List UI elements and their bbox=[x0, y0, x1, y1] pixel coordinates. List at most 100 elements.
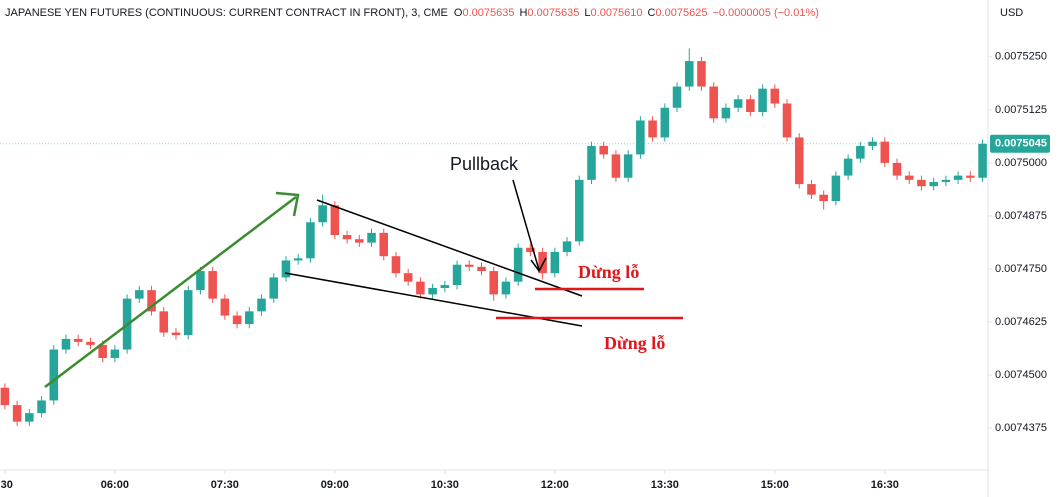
y-tick-label: 0.0074500 bbox=[995, 369, 1047, 381]
candle-body bbox=[770, 88, 780, 104]
candle-body bbox=[843, 158, 853, 176]
candle-body bbox=[733, 99, 743, 108]
candle-body bbox=[819, 194, 828, 202]
x-tick-label: :30 bbox=[0, 479, 13, 491]
candle-body bbox=[489, 271, 498, 295]
candle-body bbox=[269, 277, 279, 299]
candle-body bbox=[807, 184, 816, 195]
candle-body bbox=[721, 107, 731, 119]
candle-body bbox=[98, 344, 107, 359]
candle-body bbox=[513, 247, 523, 282]
pullback-arrow bbox=[512, 179, 540, 271]
candle-body bbox=[697, 61, 706, 87]
change: −0.0000005 (−0.01%) bbox=[712, 7, 818, 19]
candle-body bbox=[73, 338, 83, 342]
candle-body bbox=[526, 247, 535, 252]
candle-body bbox=[220, 298, 230, 316]
ohlc-value: 0.0075625 bbox=[655, 7, 707, 19]
candle-body bbox=[355, 239, 364, 243]
candle-body bbox=[12, 405, 22, 422]
candle-body bbox=[477, 266, 486, 272]
x-tick-label: 15:00 bbox=[761, 479, 789, 491]
candle-body bbox=[196, 271, 205, 291]
candle-body bbox=[794, 137, 804, 185]
candle-body bbox=[782, 103, 792, 138]
stop-loss-label: Dừng lỗ bbox=[578, 262, 639, 282]
y-unit: USD bbox=[1000, 7, 1023, 19]
last-price-label: 0.0075045 bbox=[995, 138, 1047, 150]
ohlc-label: O bbox=[454, 7, 463, 19]
candle-body bbox=[611, 154, 621, 178]
y-tick-label: 0.0074625 bbox=[995, 316, 1047, 328]
candle-body bbox=[660, 107, 670, 138]
candle-body bbox=[623, 154, 633, 178]
y-tick-label: 0.0075250 bbox=[995, 51, 1047, 63]
candle-body bbox=[330, 205, 340, 235]
candle-body bbox=[306, 222, 315, 259]
y-tick-label: 0.0075000 bbox=[995, 157, 1047, 169]
header: JAPANESE YEN FUTURES (CONTINUOUS: CURREN… bbox=[5, 7, 819, 19]
x-tick-label: 16:30 bbox=[871, 479, 899, 491]
ohlc-label: L bbox=[584, 7, 590, 19]
y-tick-label: 0.0074375 bbox=[995, 422, 1047, 434]
candle-body bbox=[281, 260, 291, 278]
candle-body bbox=[538, 251, 547, 274]
x-tick-label: 10:30 bbox=[431, 479, 459, 491]
x-tick-label: 09:00 bbox=[321, 479, 349, 491]
upper-channel-line bbox=[316, 199, 583, 297]
trend-arrow bbox=[44, 196, 297, 388]
candle-body bbox=[758, 88, 767, 112]
candle-body bbox=[440, 285, 450, 289]
candle-body bbox=[367, 232, 376, 243]
candle-body bbox=[61, 338, 71, 350]
candle-body bbox=[831, 175, 841, 202]
candle-body bbox=[856, 145, 865, 159]
candle-body bbox=[0, 387, 10, 406]
candle-body bbox=[391, 256, 401, 274]
candle-body bbox=[293, 258, 303, 261]
candle-body bbox=[599, 145, 608, 155]
candle-body bbox=[868, 141, 877, 146]
candle-body bbox=[587, 145, 596, 180]
candle-body bbox=[501, 281, 511, 295]
ohlc-value: 0.0075635 bbox=[462, 7, 514, 19]
candle-body bbox=[183, 290, 193, 336]
candle-body bbox=[416, 281, 425, 295]
candle-body bbox=[342, 235, 352, 240]
candle-body bbox=[562, 241, 572, 252]
candle-body bbox=[245, 311, 254, 325]
ohlc-label: H bbox=[519, 7, 527, 19]
candle-body bbox=[978, 143, 987, 178]
candle-body bbox=[37, 400, 46, 414]
plot bbox=[0, 48, 987, 426]
candle-body bbox=[159, 311, 169, 333]
candle-body bbox=[452, 264, 462, 286]
candle-body bbox=[379, 232, 389, 257]
trend-arrow-head bbox=[275, 191, 300, 217]
stop-loss-label: Dừng lỗ bbox=[604, 333, 665, 353]
candle-body bbox=[257, 298, 266, 312]
candle-body bbox=[86, 341, 95, 345]
candle-body bbox=[746, 99, 755, 112]
last-price-box bbox=[990, 134, 1050, 153]
x-tick-label: 06:00 bbox=[101, 479, 129, 491]
candle-body bbox=[428, 288, 437, 295]
ohlc-value: 0.0075635 bbox=[527, 7, 579, 19]
candle-body bbox=[684, 61, 694, 87]
candle-body bbox=[110, 349, 120, 359]
candle-body bbox=[171, 332, 181, 336]
x-tick-label: 07:30 bbox=[211, 479, 239, 491]
candle-body bbox=[574, 179, 584, 242]
x-tick-label: 12:00 bbox=[541, 479, 569, 491]
candle-body bbox=[880, 141, 890, 163]
candle-body bbox=[636, 120, 645, 155]
candle-body bbox=[147, 290, 156, 312]
candle-body bbox=[709, 86, 718, 119]
candle-body bbox=[917, 179, 926, 187]
candle-body bbox=[966, 175, 975, 178]
candle-body bbox=[465, 264, 474, 267]
candle-body bbox=[953, 175, 963, 180]
candle-body bbox=[941, 179, 951, 182]
x-tick-label: 13:30 bbox=[651, 479, 679, 491]
